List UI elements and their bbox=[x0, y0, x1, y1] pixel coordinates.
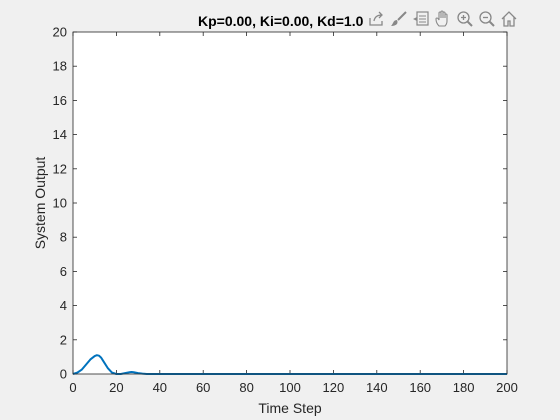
export-button[interactable] bbox=[366, 9, 387, 30]
x-axis-label: Time Step bbox=[258, 400, 321, 416]
x-tick-label: 120 bbox=[323, 380, 345, 395]
y-tick-label: 14 bbox=[53, 127, 67, 142]
y-tick-label: 10 bbox=[53, 196, 67, 211]
x-tick-label: 20 bbox=[109, 380, 123, 395]
axes-box bbox=[72, 31, 508, 375]
x-tick-label: 60 bbox=[196, 380, 210, 395]
brush-icon bbox=[390, 11, 407, 26]
zoom-in-icon bbox=[456, 11, 473, 27]
y-tick-label: 12 bbox=[53, 161, 67, 176]
y-tick-label: 16 bbox=[53, 93, 67, 108]
x-tick-label: 200 bbox=[496, 380, 518, 395]
data-tips-button[interactable] bbox=[410, 9, 431, 30]
y-axis-label: System Output bbox=[32, 157, 48, 250]
y-tick-label: 20 bbox=[53, 25, 67, 40]
y-tick-label: 6 bbox=[60, 264, 67, 279]
pan-icon bbox=[434, 10, 448, 27]
zoom-out-button[interactable] bbox=[476, 9, 497, 30]
x-tick-label: 180 bbox=[453, 380, 475, 395]
home-button[interactable] bbox=[498, 9, 519, 30]
pan-button[interactable] bbox=[432, 9, 453, 30]
home-icon bbox=[501, 11, 516, 27]
x-tick-label: 140 bbox=[366, 380, 388, 395]
y-tick-label: 8 bbox=[60, 230, 67, 245]
export-icon bbox=[368, 11, 383, 26]
plot-area[interactable] bbox=[73, 32, 507, 374]
tick-labels: 0 20 40 60 80 100 120 140 160 180 200 0 2 4 6 8 10 12 14 16… bbox=[53, 25, 518, 396]
y-tick-label: 2 bbox=[60, 332, 67, 347]
y-tick-label: 0 bbox=[60, 367, 67, 382]
zoom-in-button[interactable] bbox=[454, 9, 475, 30]
x-tick-label: 80 bbox=[239, 380, 253, 395]
x-tick-label: 160 bbox=[409, 380, 431, 395]
chart-title: Kp=0.00, Ki=0.00, Kd=1.0 bbox=[198, 13, 364, 29]
y-tick-label: 18 bbox=[53, 59, 67, 74]
x-tick-label: 100 bbox=[279, 380, 301, 395]
data-tips-icon bbox=[412, 11, 429, 26]
y-tick-label: 4 bbox=[60, 298, 67, 313]
brush-button[interactable] bbox=[388, 9, 409, 30]
zoom-out-icon bbox=[478, 11, 495, 27]
axes-toolbar bbox=[366, 8, 519, 30]
x-tick-label: 40 bbox=[153, 380, 167, 395]
x-tick-label: 0 bbox=[69, 380, 76, 395]
